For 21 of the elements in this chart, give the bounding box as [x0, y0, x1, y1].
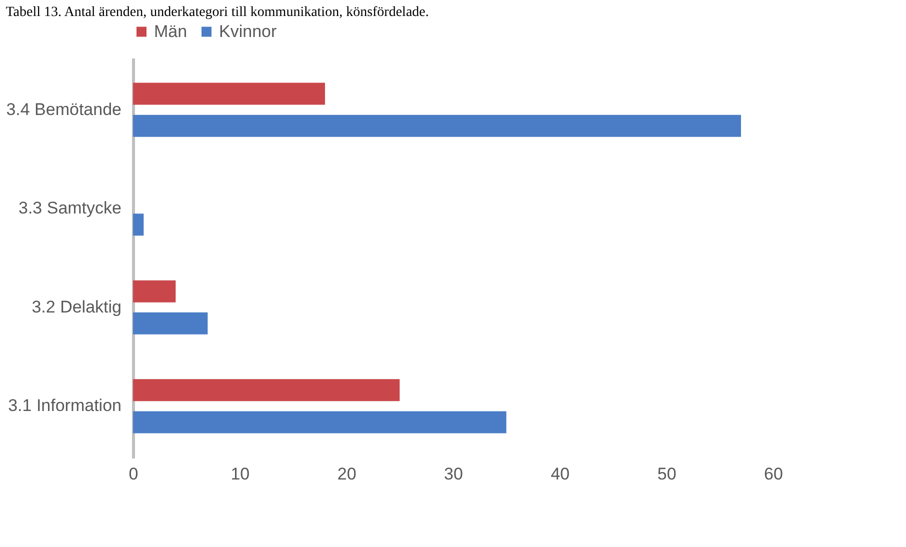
y-tick-label: 3.1 Information	[8, 396, 122, 416]
x-tick-label: 20	[337, 464, 356, 484]
x-tick-label: 50	[657, 464, 676, 484]
x-tick-label: 30	[444, 464, 463, 484]
bar	[133, 114, 741, 137]
bar	[133, 379, 400, 402]
bar	[133, 411, 506, 434]
x-tick-label: 40	[550, 464, 570, 484]
x-tick-label: 60	[764, 464, 783, 484]
y-tick-label: 3.2 Delaktig	[32, 297, 122, 316]
chart-title: Tabell 13. Antal ärenden, underkategori till kommunikation, könsfördelade.	[6, 5, 429, 20]
legend-label: Män	[154, 22, 188, 41]
legend-label: Kvinnor	[219, 22, 277, 41]
bar	[133, 82, 325, 105]
x-tick-label: 0	[128, 464, 138, 484]
y-tick-label: 3.3 Samtycke	[18, 198, 122, 218]
x-tick-label: 10	[230, 464, 250, 484]
bar	[133, 214, 144, 236]
bar	[133, 280, 176, 302]
bar	[133, 312, 208, 334]
y-tick-label: 3.4 Bemötande	[6, 100, 122, 119]
